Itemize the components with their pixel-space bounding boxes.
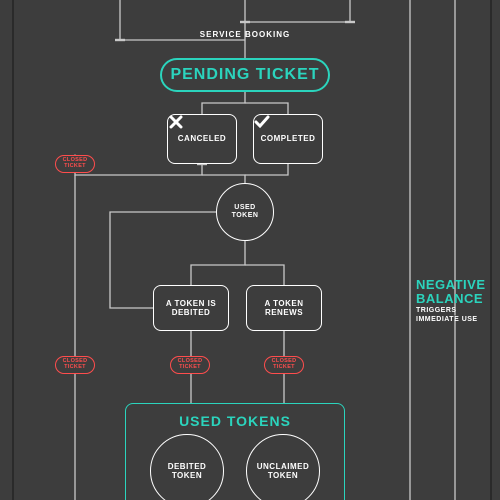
node-canceled: CANCELED [167, 114, 237, 164]
node-label: A TOKEN RENEWS [251, 299, 317, 317]
badge-label: CLOSED TICKET [56, 158, 94, 170]
badge-label: CLOSED TICKET [171, 359, 209, 371]
used-tokens-header: USED TOKENS [125, 413, 345, 429]
node-label: DEBITED TOKEN [155, 462, 219, 480]
closed-ticket-badge: CLOSED TICKET [264, 356, 304, 374]
flowchart-stage: PENDING TICKET CANCELED COMPLETED USED TOKE… [0, 0, 500, 500]
negative-balance-title: NEGATIVE BALANCE [416, 278, 496, 305]
badge-label: CLOSED TICKET [265, 359, 303, 371]
service-booking-label: SERVICE BOOKING [170, 30, 320, 39]
edge [202, 92, 245, 114]
closed-ticket-badge: CLOSED TICKET [55, 155, 95, 173]
node-debtok: DEBITED TOKEN [150, 434, 224, 500]
node-completed: COMPLETED [253, 114, 323, 164]
closed-ticket-badge: CLOSED TICKET [170, 356, 210, 374]
edge [245, 164, 288, 175]
node-label: PENDING TICKET [170, 66, 319, 84]
node-label: A TOKEN IS DEBITED [158, 299, 224, 317]
node-pending: PENDING TICKET [160, 58, 330, 92]
node-unclaim: UNCLAIMED TOKEN [246, 434, 320, 500]
node-label: USED TOKEN [221, 204, 269, 220]
node-label: CANCELED [178, 134, 226, 143]
node-renews: A TOKEN RENEWS [246, 285, 322, 331]
closed-ticket-badge: CLOSED TICKET [55, 356, 95, 374]
edge [245, 103, 288, 114]
x-icon [168, 115, 184, 129]
node-debited: A TOKEN IS DEBITED [153, 285, 229, 331]
badge-label: CLOSED TICKET [56, 359, 94, 371]
edge [245, 265, 284, 285]
edge [202, 175, 245, 183]
node-label: UNCLAIMED TOKEN [251, 462, 315, 480]
negative-balance-label: NEGATIVE BALANCE TRIGGERS IMMEDIATE USE [416, 278, 496, 324]
negative-balance-sub: TRIGGERS IMMEDIATE USE [416, 307, 496, 324]
node-usedtoken: USED TOKEN [216, 183, 274, 241]
check-icon [254, 115, 270, 129]
edge [191, 241, 245, 285]
node-label: COMPLETED [261, 134, 316, 143]
